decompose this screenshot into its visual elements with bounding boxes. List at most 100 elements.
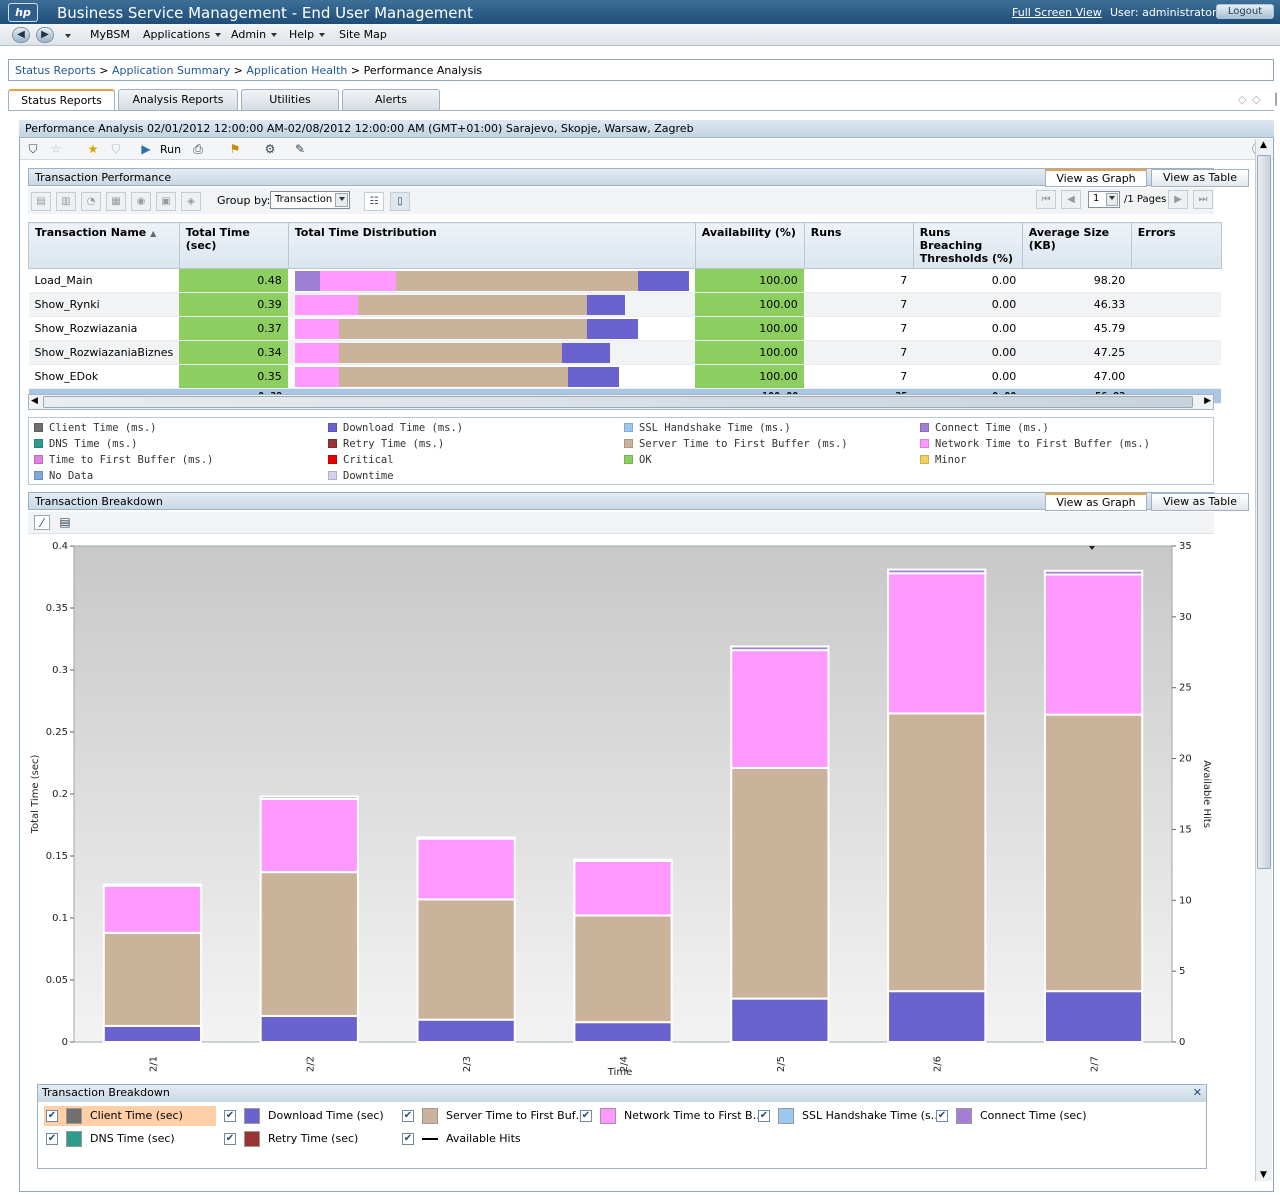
tab-menu-icon[interactable]: ▕: [1268, 93, 1277, 106]
tp-tool-7-icon[interactable]: ◈: [181, 192, 201, 211]
legend-checkbox[interactable]: ✔: [402, 1110, 414, 1122]
page-select[interactable]: 1: [1088, 191, 1120, 208]
settings-icon[interactable]: ⚙: [264, 142, 276, 156]
breakdown-legend-item[interactable]: ✔ Retry Time (sec): [222, 1129, 392, 1149]
breakdown-legend-item[interactable]: ✔ Download Time (sec): [222, 1106, 392, 1126]
report-toolbar: ⛉ ☆ ★ ⛉ ▶ Run ⎙ ⚑ ⚙ ✎ ⓘ: [20, 139, 1273, 160]
bar-segment: [1043, 569, 1144, 576]
legend-checkbox[interactable]: ✔: [936, 1110, 948, 1122]
table-row[interactable]: Load_Main 0.48 100.00 7 0.00 98.20: [28, 268, 1222, 293]
col-header-transaction-name[interactable]: Transaction Name ▲: [28, 222, 180, 269]
distribution-segment: [561, 342, 610, 363]
menu-help[interactable]: Help: [289, 28, 326, 41]
tb-view-as-table-button[interactable]: View as Table: [1151, 493, 1249, 511]
tp-tool-2-icon[interactable]: ▥: [56, 192, 76, 211]
clear-filter-icon[interactable]: ⛉: [111, 142, 121, 156]
tp-tool-6-icon[interactable]: ▣: [156, 192, 176, 211]
col-header-distribution[interactable]: Total Time Distribution: [287, 222, 696, 269]
transaction-name-cell: Show_RozwiazaniaBiznes: [28, 340, 180, 365]
breadcrumb-application-health[interactable]: Application Health: [246, 64, 348, 77]
columns-view-icon[interactable]: ▯: [390, 192, 410, 211]
table-row[interactable]: Show_Rynki 0.39 100.00 7 0.00 46.33: [28, 292, 1222, 317]
tab-scroll-right-icon[interactable]: ◇: [1252, 93, 1261, 106]
scroll-up-icon[interactable]: ▲: [1260, 140, 1267, 150]
bar-segment: [573, 1021, 673, 1044]
table-row[interactable]: Show_RozwiazaniaBiznes 0.34 100.00 7 0.00 47.…: [28, 340, 1222, 365]
run-button[interactable]: Run: [160, 143, 182, 156]
col-header-average-size[interactable]: Average Size (KB): [1021, 222, 1132, 269]
chart-legend-icon[interactable]: ▤: [59, 515, 71, 529]
table-row[interactable]: Show_Rozwiazania 0.37 100.00 7 0.00 45.79: [28, 316, 1222, 341]
forward-arrow-icon[interactable]: ▶: [36, 27, 54, 43]
menu-applications[interactable]: Applications: [143, 28, 222, 41]
col-header-runs[interactable]: Runs: [803, 222, 914, 269]
legend-checkbox[interactable]: ✔: [224, 1110, 236, 1122]
breadcrumb-status-reports[interactable]: Status Reports: [15, 64, 96, 77]
tab-utilities[interactable]: Utilities: [241, 89, 339, 110]
transaction-name-cell: Show_Rozwiazania: [28, 316, 180, 341]
vertical-scroll-thumb[interactable]: [1257, 155, 1271, 869]
col-header-runs-breaching[interactable]: Runs Breaching Thresholds (%): [912, 222, 1023, 269]
stacked-bar: [1043, 569, 1144, 1044]
col-header-errors[interactable]: Errors: [1130, 222, 1222, 269]
vertical-scrollbar[interactable]: ▲ ▼: [1255, 139, 1272, 1181]
back-arrow-icon[interactable]: ◀: [12, 27, 30, 43]
breadcrumb-application-summary[interactable]: Application Summary: [111, 64, 231, 77]
tp-tool-5-icon[interactable]: ◉: [131, 192, 151, 211]
table-row[interactable]: Show_EDok 0.35 100.00 7 0.00 47.00: [28, 364, 1222, 389]
breakdown-legend-item[interactable]: ✔ DNS Time (sec): [44, 1129, 214, 1149]
legend-checkbox[interactable]: ✔: [580, 1110, 592, 1122]
tab-status-reports[interactable]: Status Reports: [8, 89, 115, 111]
chart-settings-icon[interactable]: ⁄: [34, 515, 50, 530]
breakdown-legend-item[interactable]: ✔ Available Hits: [400, 1129, 570, 1149]
legend-label: Connect Time (ms.): [935, 422, 1049, 434]
menu-mybsm[interactable]: MyBSM: [90, 28, 130, 41]
tab-scroll-left-icon[interactable]: ◇: [1238, 93, 1247, 106]
legend-checkbox[interactable]: ✔: [758, 1110, 770, 1122]
legend-checkbox[interactable]: ✔: [224, 1133, 236, 1145]
tab-alerts[interactable]: Alerts: [342, 89, 440, 110]
menu-site-map[interactable]: Site Map: [339, 28, 387, 41]
group-by-select[interactable]: Transaction: [270, 191, 350, 209]
legend-checkbox[interactable]: ✔: [402, 1133, 414, 1145]
breakdown-legend-item[interactable]: ✔ Network Time to First B…: [578, 1106, 764, 1126]
close-icon[interactable]: ✕: [1192, 1086, 1202, 1099]
share-icon[interactable]: ⚑: [229, 142, 241, 156]
legend-checkbox[interactable]: ✔: [46, 1110, 58, 1122]
col-header-availability[interactable]: Availability (%): [694, 222, 805, 269]
tp-tool-4-icon[interactable]: ▦: [106, 192, 126, 211]
breakdown-legend-item[interactable]: ✔ Server Time to First Buf…: [400, 1106, 587, 1126]
logout-button[interactable]: Logout: [1216, 4, 1274, 19]
first-page-icon[interactable]: ⏮: [1036, 190, 1056, 209]
add-favorite-icon[interactable]: ★: [87, 142, 99, 156]
legend-checkbox[interactable]: ✔: [46, 1133, 58, 1145]
history-dropdown-icon[interactable]: [60, 29, 71, 42]
full-screen-link[interactable]: Full Screen View: [1012, 6, 1102, 19]
horizontal-scrollbar[interactable]: ◀ ▶: [28, 394, 1214, 410]
export-icon[interactable]: ⎙: [193, 142, 203, 156]
filter-icon[interactable]: ⛉: [28, 142, 38, 156]
breakdown-legend-item[interactable]: ✔ Client Time (sec): [44, 1106, 216, 1126]
col-header-total-time[interactable]: Total Time (sec): [178, 222, 289, 269]
next-page-icon[interactable]: ▶: [1168, 190, 1188, 209]
list-view-icon[interactable]: ☷: [364, 192, 384, 211]
tp-view-as-table-button[interactable]: View as Table: [1151, 169, 1249, 187]
runs-breaching-cell: 0.00: [913, 292, 1023, 317]
scroll-down-icon[interactable]: ▼: [1260, 1170, 1267, 1180]
breakdown-legend-item[interactable]: ✔ Connect Time (sec): [934, 1106, 1104, 1126]
last-page-icon[interactable]: ⏭: [1193, 190, 1213, 209]
menu-admin[interactable]: Admin: [231, 28, 278, 41]
tb-view-as-graph-button[interactable]: View as Graph: [1045, 493, 1147, 511]
scroll-left-icon[interactable]: ◀: [31, 396, 38, 406]
report-tools-icon[interactable]: ✎: [294, 142, 306, 156]
tab-analysis-reports[interactable]: Analysis Reports: [118, 89, 238, 110]
prev-page-icon[interactable]: ◀: [1061, 190, 1081, 209]
scroll-right-icon[interactable]: ▶: [1204, 396, 1211, 406]
tp-tool-3-icon[interactable]: ◔: [81, 192, 101, 211]
horizontal-scroll-thumb[interactable]: [43, 396, 1193, 408]
favorites-icon[interactable]: ☆: [50, 142, 62, 156]
tp-view-as-graph-button[interactable]: View as Graph: [1045, 169, 1147, 187]
breakdown-legend-item[interactable]: ✔ SSL Handshake Time (s…: [756, 1106, 942, 1126]
run-icon[interactable]: ▶: [141, 142, 151, 156]
tp-tool-1-icon[interactable]: ▤: [31, 192, 51, 211]
